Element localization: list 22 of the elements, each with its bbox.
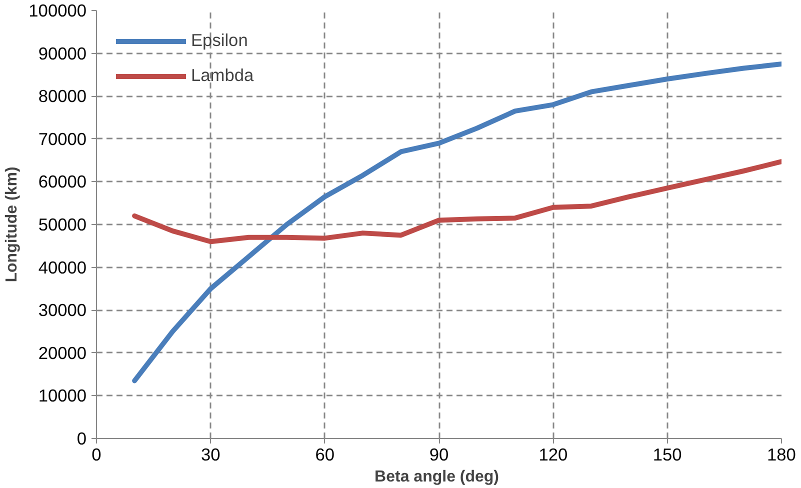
- x-tick-label: 180: [767, 444, 796, 464]
- x-tick-label: 60: [315, 444, 334, 464]
- y-tick-label: 40000: [38, 257, 86, 278]
- y-tick-label: 20000: [38, 342, 86, 363]
- x-tick-label: 150: [652, 444, 682, 464]
- x-tick-label: 90: [429, 444, 449, 464]
- x-tick-label: 0: [92, 444, 102, 464]
- legend-label: Epsilon: [191, 30, 248, 51]
- y-tick-label: 30000: [38, 300, 86, 320]
- y-tick-label: 50000: [38, 214, 86, 234]
- y-tick-label: 80000: [38, 86, 86, 106]
- y-tick-label: 10000: [38, 386, 86, 406]
- legend-label: Lambda: [191, 65, 254, 86]
- x-axis-title: Beta angle (deg): [374, 468, 500, 486]
- y-tick-label: 90000: [38, 43, 86, 64]
- y-tick-label: 0: [76, 428, 87, 448]
- x-tick-label: 120: [538, 444, 568, 464]
- y-tick-label: 60000: [38, 172, 86, 192]
- x-tick-label: 30: [201, 444, 220, 464]
- y-tick-label: 70000: [38, 128, 86, 149]
- y-axis-title: Longitude (km): [4, 166, 21, 282]
- y-tick-label: 100000: [28, 0, 87, 20]
